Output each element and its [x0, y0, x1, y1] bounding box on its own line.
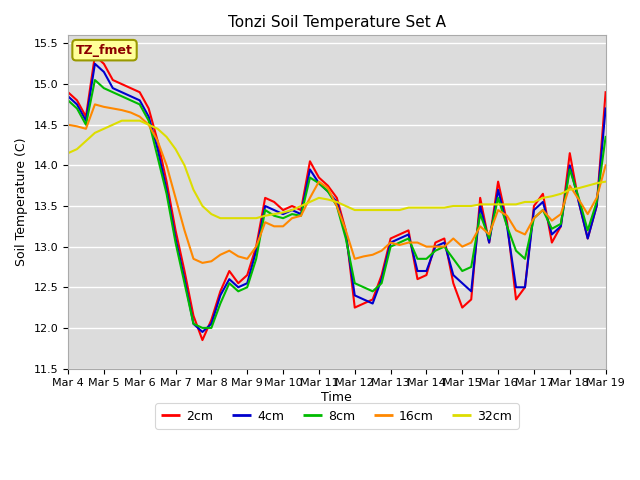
Title: Tonzi Soil Temperature Set A: Tonzi Soil Temperature Set A	[228, 15, 446, 30]
Text: TZ_fmet: TZ_fmet	[76, 44, 133, 57]
Legend: 2cm, 4cm, 8cm, 16cm, 32cm: 2cm, 4cm, 8cm, 16cm, 32cm	[155, 403, 518, 429]
X-axis label: Time: Time	[321, 391, 352, 404]
Y-axis label: Soil Temperature (C): Soil Temperature (C)	[15, 138, 28, 266]
